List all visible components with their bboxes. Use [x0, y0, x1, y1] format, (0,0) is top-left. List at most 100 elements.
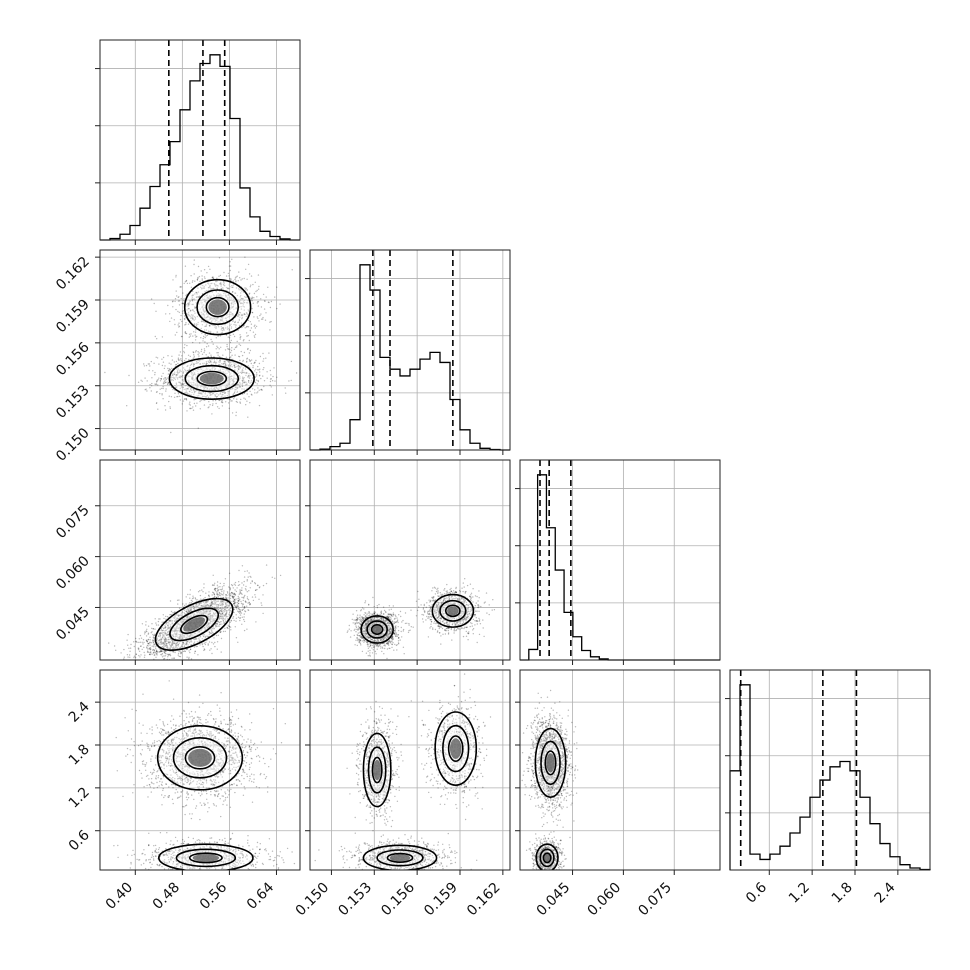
scatter-point	[165, 378, 168, 381]
scatter-point	[198, 395, 200, 397]
scatter-point	[244, 601, 247, 603]
scatter-point	[202, 391, 204, 393]
scatter-point	[166, 377, 168, 379]
scatter-point	[244, 588, 247, 590]
scatter-point	[202, 287, 205, 289]
scatter-point	[216, 393, 218, 395]
scatter-point	[242, 360, 244, 363]
scatter-point	[165, 661, 166, 662]
scatter-point	[214, 395, 217, 397]
scatter-point	[244, 570, 246, 573]
scatter-point	[229, 364, 231, 366]
scatter-point	[188, 650, 190, 652]
scatter-point	[193, 390, 196, 393]
scatter-point	[212, 287, 214, 290]
scatter-point	[243, 299, 245, 302]
scatter-point	[191, 296, 194, 298]
scatter-point	[202, 385, 204, 388]
scatter-point	[237, 368, 239, 370]
scatter-point	[210, 392, 212, 394]
scatter-point	[202, 313, 204, 315]
scatter-point	[182, 302, 184, 305]
scatter-point	[156, 402, 158, 404]
scatter-point	[230, 375, 233, 377]
scatter-point	[241, 384, 244, 386]
scatter-point	[204, 325, 206, 328]
scatter-point	[171, 301, 174, 303]
scatter-point	[198, 612, 201, 614]
scatter-point	[195, 384, 197, 387]
scatter-point	[208, 641, 211, 643]
scatter-point	[228, 300, 231, 302]
scatter-point	[175, 276, 177, 278]
scatter-point	[244, 313, 246, 316]
scatter-point	[193, 605, 195, 608]
scatter-point	[183, 388, 185, 391]
scatter-point	[204, 311, 206, 313]
scatter-point	[187, 311, 190, 314]
scatter-point	[222, 354, 224, 356]
scatter-point	[179, 318, 182, 321]
scatter-point	[216, 352, 218, 354]
scatter-point	[149, 665, 150, 666]
scatter-point	[204, 296, 206, 298]
scatter-point	[200, 598, 202, 600]
scatter-point	[187, 304, 189, 306]
scatter-point	[236, 387, 238, 390]
scatter-point	[204, 317, 206, 319]
scatter-point	[194, 383, 196, 386]
scatter-point	[225, 286, 228, 289]
scatter-point	[237, 368, 240, 371]
scatter-point	[225, 319, 227, 322]
scatter-point	[246, 296, 248, 298]
scatter-point	[244, 367, 247, 369]
scatter-point	[209, 287, 212, 289]
scatter-point	[216, 331, 219, 333]
scatter-point	[222, 292, 225, 295]
scatter-point	[227, 272, 230, 275]
scatter-point	[147, 642, 149, 645]
scatter-point	[202, 613, 204, 615]
scatter-point	[205, 301, 207, 304]
scatter-point	[247, 310, 250, 312]
scatter-point	[193, 391, 196, 394]
scatter-point	[203, 351, 205, 354]
scatter-point	[193, 402, 196, 405]
scatter-point	[254, 361, 256, 363]
scatter-point	[251, 394, 253, 396]
scatter-point	[261, 604, 263, 606]
scatter-point	[160, 653, 162, 656]
scatter-point	[206, 272, 208, 274]
scatter-point	[189, 310, 192, 312]
scatter-point	[263, 358, 265, 360]
scatter-point	[228, 383, 230, 385]
scatter-point	[227, 316, 230, 318]
scatter-point	[230, 313, 232, 316]
scatter-point	[218, 326, 220, 328]
scatter-point	[132, 667, 133, 668]
hist-panel-frame	[729, 669, 931, 871]
scatter-point	[153, 662, 154, 663]
scatter-point	[179, 381, 182, 384]
scatter-point	[185, 294, 187, 297]
scatter-point	[230, 303, 233, 305]
scatter-point	[233, 392, 236, 394]
scatter-point	[228, 337, 231, 339]
scatter-point	[205, 335, 207, 337]
scatter-point	[229, 377, 231, 380]
scatter-point	[176, 599, 179, 601]
scatter-point	[190, 309, 192, 311]
scatter-point	[205, 367, 208, 370]
scatter-point	[209, 394, 211, 397]
scatter-point	[142, 639, 145, 641]
scatter-point	[167, 661, 168, 662]
scatter-point	[200, 299, 202, 302]
scatter-point	[229, 356, 231, 359]
scatter-point	[224, 364, 227, 366]
scatter-point	[186, 344, 188, 347]
scatter-point	[232, 306, 234, 308]
scatter-point	[233, 372, 235, 375]
scatter-point	[168, 370, 170, 372]
scatter-point	[184, 650, 186, 653]
scatter-point	[218, 407, 220, 410]
